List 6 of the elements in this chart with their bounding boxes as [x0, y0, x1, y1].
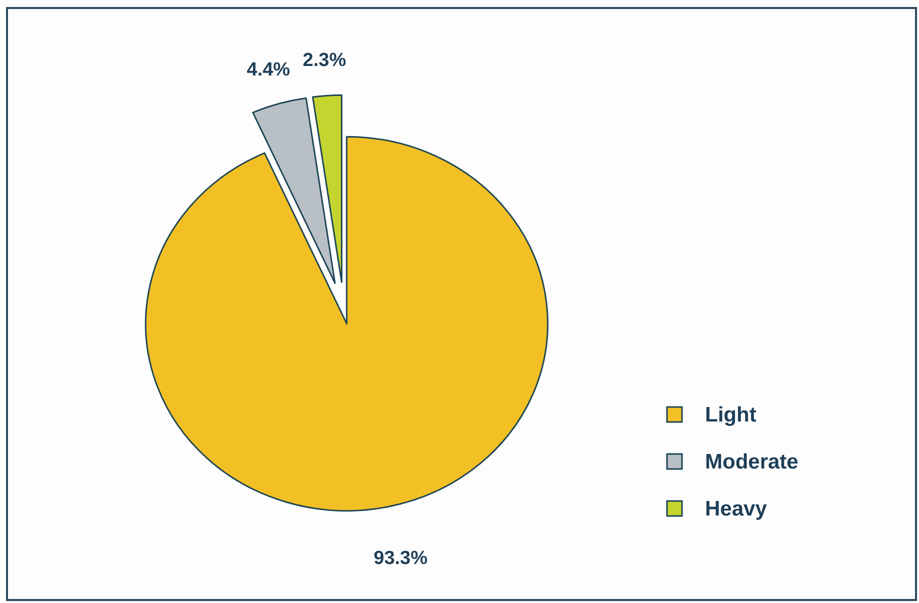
- legend-label: Heavy: [705, 498, 768, 520]
- legend-label: Light: [705, 404, 756, 426]
- legend-label: Moderate: [705, 450, 798, 474]
- data-label: 93.3%: [374, 548, 428, 569]
- data-label: 4.4%: [246, 60, 290, 81]
- data-label: 2.3%: [302, 50, 346, 72]
